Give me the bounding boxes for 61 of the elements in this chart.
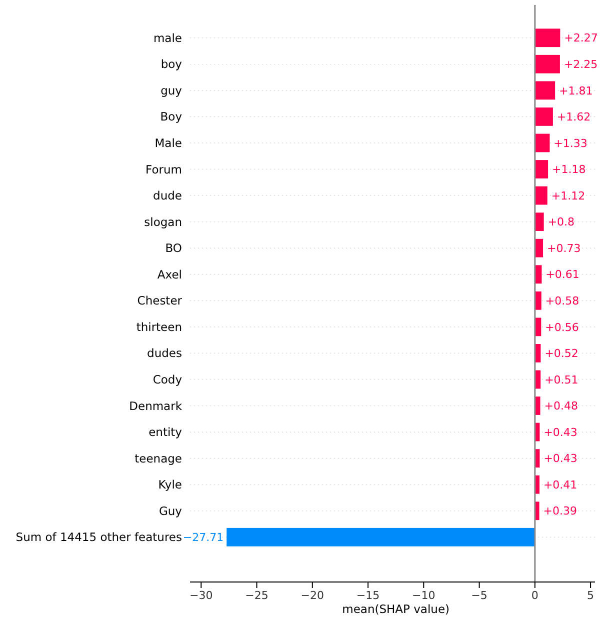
x-tick-label: −10 [412,588,436,602]
y-tick-label: Cody [152,372,182,386]
data-label: +0.51 [544,373,578,386]
y-tick-label: entity [148,425,182,440]
data-label: +0.8 [548,216,575,229]
y-tick-label: Boy [160,110,182,124]
y-tick-label: Guy [158,504,182,518]
data-label: +0.43 [544,426,578,439]
y-tick-label: slogan [144,214,182,229]
data-label: +0.48 [544,400,578,413]
bar [534,160,548,178]
bar [534,291,542,310]
data-label: +0.58 [545,294,580,308]
bar [534,107,553,126]
data-label: +0.52 [544,347,578,360]
data-label: +1.33 [554,136,588,150]
bar [534,212,544,231]
x-tick-label: −15 [356,588,380,602]
y-tick-label: Denmark [129,398,182,413]
data-label: +1.18 [552,163,586,176]
y-tick-label: thirteen [136,320,182,334]
y-tick-label: Axel [157,267,182,282]
bar [534,238,544,258]
data-label: +1.81 [559,84,593,98]
y-tick-label: Male [154,136,182,150]
bar [226,528,535,546]
y-tick-label: Chester [137,294,182,308]
y-tick-label: Forum [146,162,182,176]
data-label: +1.62 [556,110,591,124]
bar [534,134,550,152]
x-tick-label: −5 [471,588,488,602]
data-label: +0.73 [547,242,581,255]
data-label: +1.12 [551,189,586,202]
y-tick-label: teenage [134,451,182,466]
x-tick-label: 0 [531,588,538,602]
x-tick-label: −30 [190,588,213,602]
bar [534,81,556,100]
data-label: +0.43 [544,452,578,466]
y-tick-label: male [153,30,182,45]
data-label: −27.71 [182,531,224,544]
data-label: +2.25 [564,58,598,71]
data-label: +0.61 [546,268,580,282]
data-label: +0.41 [543,478,578,492]
y-tick-label: guy [160,83,182,98]
y-tick-label: boy [160,57,182,72]
y-tick-label: dudes [147,346,182,360]
y-tick-label: Kyle [158,478,182,492]
x-axis-title: mean(SHAP value) [342,602,450,616]
y-tick-label: Sum of 14415 other features [16,530,182,544]
bar [534,54,560,74]
data-label: +0.56 [545,320,579,334]
data-label: +0.39 [543,504,577,518]
bar [534,186,548,205]
bar [534,28,560,48]
y-tick-label: dude [153,188,182,203]
x-tick-label: −25 [245,588,268,602]
data-label: +2.27 [564,32,598,45]
bar [534,396,540,415]
y-tick-label: BO [165,241,182,256]
x-tick-label: 5 [587,588,594,602]
x-tick-label: −20 [300,588,324,602]
